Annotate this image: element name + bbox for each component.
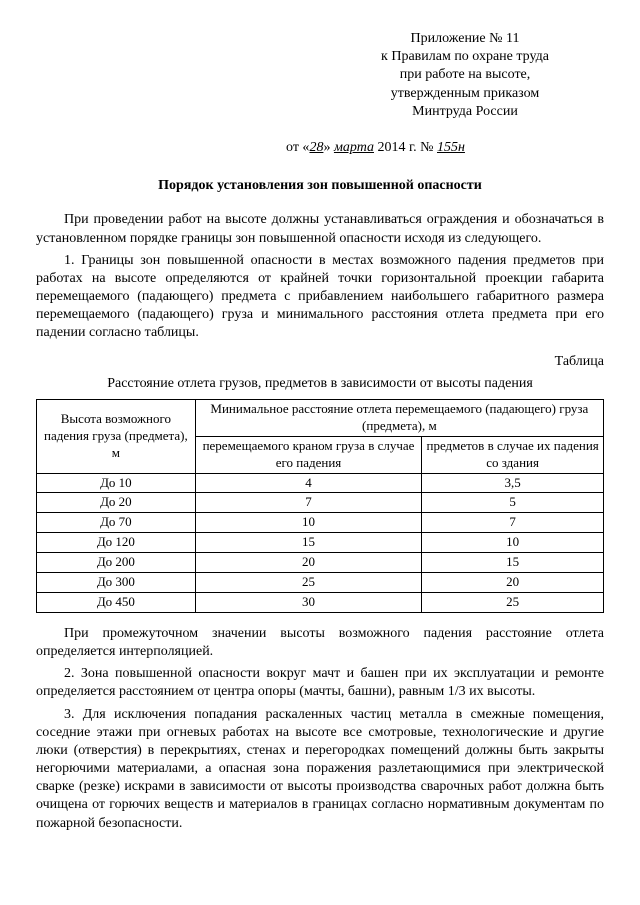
date-day-handwritten: 28 (309, 140, 323, 155)
table-cell: До 120 (37, 533, 196, 553)
paragraph: При промежуточном значении высоты возмож… (36, 625, 604, 661)
table-cell: 7 (195, 493, 422, 513)
table-cell: 25 (195, 573, 422, 593)
date-suffix: 2014 г. № (374, 140, 437, 155)
table-row: До 3002520 (37, 573, 604, 593)
table-cell: До 20 (37, 493, 196, 513)
paragraph: 2. Зона повышенной опасности вокруг мачт… (36, 665, 604, 701)
table-body: До 1043,5До 2075До 70107До 1201510До 200… (37, 473, 604, 612)
table-cell: До 10 (37, 473, 196, 493)
table-row: До 1043,5 (37, 473, 604, 493)
table-row: До 4503025 (37, 592, 604, 612)
table-caption: Расстояние отлета грузов, предметов в за… (36, 375, 604, 393)
date-line: от «28» марта 2014 г. № 155н (286, 139, 604, 157)
date-month-handwritten: марта (334, 140, 374, 155)
table-row: До 2002015 (37, 553, 604, 573)
header-line: к Правилам по охране труда (326, 48, 604, 66)
col-header-height: Высота возможного падения груза (предмет… (37, 400, 196, 474)
appendix-header: Приложение № 11 к Правилам по охране тру… (326, 30, 604, 121)
paragraph: 3. Для исключения попадания раскаленных … (36, 706, 604, 833)
distance-table: Высота возможного падения груза (предмет… (36, 399, 604, 613)
header-line: при работе на высоте, (326, 66, 604, 84)
table-cell: До 450 (37, 592, 196, 612)
table-cell: 4 (195, 473, 422, 493)
date-prefix: от « (286, 140, 309, 155)
table-cell: До 70 (37, 513, 196, 533)
table-cell: 15 (195, 533, 422, 553)
table-cell: До 300 (37, 573, 196, 593)
table-cell: 10 (195, 513, 422, 533)
header-line: Минтруда России (326, 103, 604, 121)
header-line: Приложение № 11 (326, 30, 604, 48)
table-cell: 25 (422, 592, 604, 612)
col-header-building: предметов в случае их падения со здания (422, 436, 604, 473)
table-row: До 1201510 (37, 533, 604, 553)
table-row: До 70107 (37, 513, 604, 533)
date-mid: » (323, 140, 334, 155)
table-cell: 15 (422, 553, 604, 573)
table-cell: 30 (195, 592, 422, 612)
date-number-handwritten: 155н (437, 140, 465, 155)
paragraph: 1. Границы зон повышенной опасности в ме… (36, 252, 604, 343)
table-cell: 10 (422, 533, 604, 553)
document-title: Порядок установления зон повышенной опас… (36, 177, 604, 195)
table-cell: До 200 (37, 553, 196, 573)
paragraph: При проведении работ на высоте должны ус… (36, 211, 604, 247)
table-label: Таблица (36, 353, 604, 371)
table-row: До 2075 (37, 493, 604, 513)
table-cell: 20 (195, 553, 422, 573)
table-header-row: Высота возможного падения груза (предмет… (37, 400, 604, 437)
col-header-crane: перемещаемого краном груза в случае его … (195, 436, 422, 473)
col-header-span: Минимальное расстояние отлета перемещаем… (195, 400, 603, 437)
table-cell: 3,5 (422, 473, 604, 493)
table-cell: 20 (422, 573, 604, 593)
header-line: утвержденным приказом (326, 85, 604, 103)
table-cell: 7 (422, 513, 604, 533)
table-cell: 5 (422, 493, 604, 513)
